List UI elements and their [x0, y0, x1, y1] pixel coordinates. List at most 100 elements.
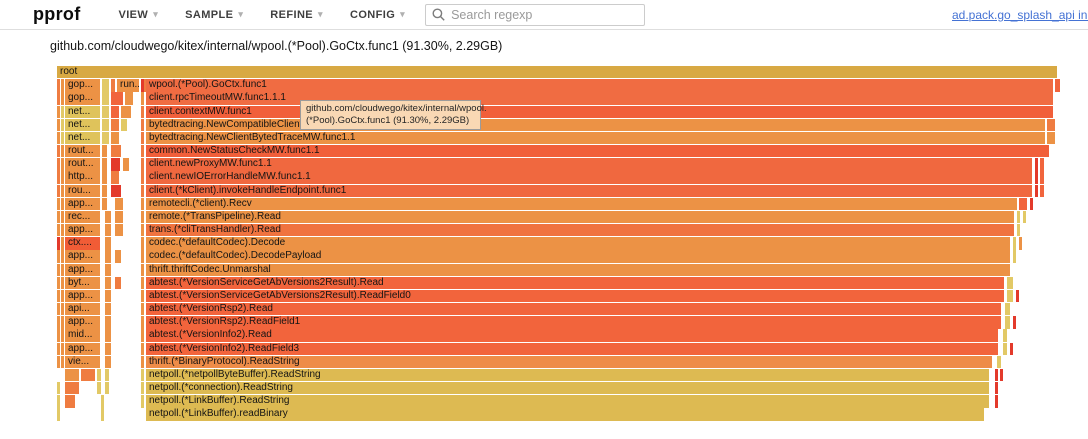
flame-cell[interactable]: app...	[65, 316, 100, 329]
flame-cell[interactable]: gop...	[65, 92, 100, 105]
flame-cell-sliver[interactable]	[141, 289, 144, 303]
flame-cell[interactable]: net...	[65, 118, 100, 132]
flame-cell-sliver[interactable]	[1013, 316, 1016, 329]
flame-cell-sliver[interactable]	[111, 118, 119, 132]
flame-cell[interactable]: app...	[65, 342, 100, 355]
flame-cell-sliver[interactable]	[61, 118, 64, 132]
flame-cell-sliver[interactable]	[105, 289, 111, 303]
flame-cell-sliver[interactable]	[61, 210, 64, 224]
flame-cell-sliver[interactable]	[1007, 276, 1013, 290]
flame-cell-sliver[interactable]	[61, 145, 64, 158]
flame-cell-sliver[interactable]	[57, 263, 60, 276]
flame-cell[interactable]: ctx....	[65, 237, 100, 250]
flame-cell-sliver[interactable]	[141, 342, 144, 355]
flame-cell-sliver[interactable]	[57, 276, 60, 290]
flame-cell-sliver[interactable]	[61, 316, 64, 329]
flame-cell-sliver[interactable]	[102, 105, 109, 118]
flame-cell-sliver[interactable]	[1005, 303, 1010, 316]
flame-cell-sliver[interactable]	[102, 118, 109, 132]
flame-cell-sliver[interactable]	[1013, 250, 1016, 263]
flame-cell-sliver[interactable]	[1030, 197, 1033, 211]
flame-cell-sliver[interactable]	[1040, 171, 1044, 184]
flame-cell-sliver[interactable]	[1019, 197, 1027, 211]
flame-cell[interactable]: netpoll.(*netpollByteBuffer).ReadString	[146, 368, 989, 382]
flame-cell-sliver[interactable]	[61, 355, 64, 369]
flame-cell-sliver[interactable]	[105, 368, 109, 382]
flame-cell-sliver[interactable]	[105, 250, 111, 263]
flame-cell-sliver[interactable]	[61, 303, 64, 316]
flame-cell[interactable]: netpoll.(*LinkBuffer).readBinary	[146, 408, 984, 421]
flame-cell[interactable]: run...	[117, 79, 139, 92]
flame-cell-sliver[interactable]	[115, 210, 123, 224]
flame-cell-sliver[interactable]	[1005, 316, 1010, 329]
flame-cell-sliver[interactable]	[1007, 289, 1013, 303]
flame-cell[interactable]: bytedtracing.NewCompatibleClientT	[146, 118, 1045, 132]
flame-cell[interactable]: abtest.(*VersionInfo2).ReadField3	[146, 342, 998, 355]
flame-cell-sliver[interactable]	[57, 289, 60, 303]
flame-cell-sliver[interactable]	[141, 224, 144, 237]
flame-cell-sliver[interactable]	[102, 131, 109, 145]
flame-cell-sliver[interactable]	[1047, 118, 1055, 132]
flame-cell-sliver[interactable]	[1010, 342, 1013, 355]
flame-cell[interactable]: abtest.(*VersionServiceGetAbVersions2Res…	[146, 289, 1004, 303]
flame-cell[interactable]: abtest.(*VersionRsp2).ReadField1	[146, 316, 1001, 329]
flame-cell[interactable]: client.newIOErrorHandleMW.func1.1	[146, 171, 1032, 184]
flame-cell[interactable]: client.rpcTimeoutMW.func1.1.1	[146, 92, 1053, 105]
flame-cell-sliver[interactable]	[105, 329, 111, 342]
flame-cell-sliver[interactable]	[1019, 237, 1022, 250]
flame-cell-sliver[interactable]	[115, 276, 121, 290]
flame-cell[interactable]: app...	[65, 263, 100, 276]
flame-cell-sliver[interactable]	[57, 184, 60, 197]
flame-cell-sliver[interactable]	[101, 395, 104, 408]
flame-cell-sliver[interactable]	[1040, 184, 1044, 197]
flame-cell-sliver[interactable]	[61, 289, 64, 303]
flame-cell-sliver[interactable]	[61, 263, 64, 276]
flame-cell[interactable]: root	[57, 66, 1057, 79]
flame-cell-sliver[interactable]	[1035, 171, 1038, 184]
flame-cell-sliver[interactable]	[1003, 329, 1007, 342]
flame-cell-sliver[interactable]	[115, 224, 123, 237]
flame-cell-sliver[interactable]	[1013, 237, 1016, 250]
flame-cell-sliver[interactable]	[57, 250, 60, 263]
flame-cell[interactable]: thrift.(*BinaryProtocol).ReadString	[146, 355, 992, 369]
flame-cell[interactable]: abtest.(*VersionServiceGetAbVersions2Res…	[146, 276, 1004, 290]
flame-cell-sliver[interactable]	[111, 171, 119, 184]
flame-cell[interactable]: rout...	[65, 158, 100, 171]
flame-cell[interactable]: thrift.thriftCodec.Unmarshal	[146, 263, 1010, 276]
flame-cell-sliver[interactable]	[1003, 342, 1007, 355]
flame-cell[interactable]: client.contextMW.func1	[146, 105, 1053, 118]
flame-cell-sliver[interactable]	[997, 355, 1001, 369]
flame-cell-sliver[interactable]	[1035, 184, 1038, 197]
menu-config[interactable]: CONFIG	[350, 9, 405, 21]
flame-cell-sliver[interactable]	[105, 237, 111, 250]
flame-cell[interactable]: netpoll.(*LinkBuffer).ReadString	[146, 395, 989, 408]
flame-cell-sliver[interactable]	[57, 197, 60, 211]
profile-name-link[interactable]: ad.pack.go_splash_api inuse_sp	[952, 8, 1088, 22]
flame-cell[interactable]: codec.(*defaultCodec).DecodePayload	[146, 250, 1010, 263]
flame-cell-sliver[interactable]	[141, 237, 144, 250]
flame-cell-sliver[interactable]	[101, 408, 104, 421]
flame-cell-sliver[interactable]	[102, 79, 109, 92]
flame-cell-sliver[interactable]	[141, 355, 144, 369]
flame-cell-sliver[interactable]	[144, 79, 147, 92]
flame-cell-sliver[interactable]	[57, 105, 60, 118]
flame-cell-sliver[interactable]	[105, 303, 111, 316]
flame-cell-sliver[interactable]	[61, 342, 64, 355]
flame-cell[interactable]: rec...	[65, 210, 100, 224]
flame-cell-sliver[interactable]	[115, 250, 121, 263]
flame-cell-sliver[interactable]	[141, 92, 144, 105]
flame-cell-sliver[interactable]	[57, 342, 60, 355]
flame-cell-sliver[interactable]	[1016, 289, 1019, 303]
flame-cell-sliver[interactable]	[61, 92, 64, 105]
flame-cell-sliver[interactable]	[111, 79, 115, 92]
flame-cell-sliver[interactable]	[57, 224, 60, 237]
flame-cell-sliver[interactable]	[61, 79, 64, 92]
flame-cell-sliver[interactable]	[102, 184, 107, 197]
flame-cell[interactable]: net...	[65, 131, 100, 145]
flame-cell-sliver[interactable]	[121, 105, 131, 118]
flame-cell-sliver[interactable]	[61, 171, 64, 184]
flame-cell-sliver[interactable]	[61, 224, 64, 237]
flame-cell-sliver[interactable]	[102, 92, 109, 105]
flame-cell-sliver[interactable]	[61, 184, 64, 197]
flame-cell-sliver[interactable]	[61, 329, 64, 342]
